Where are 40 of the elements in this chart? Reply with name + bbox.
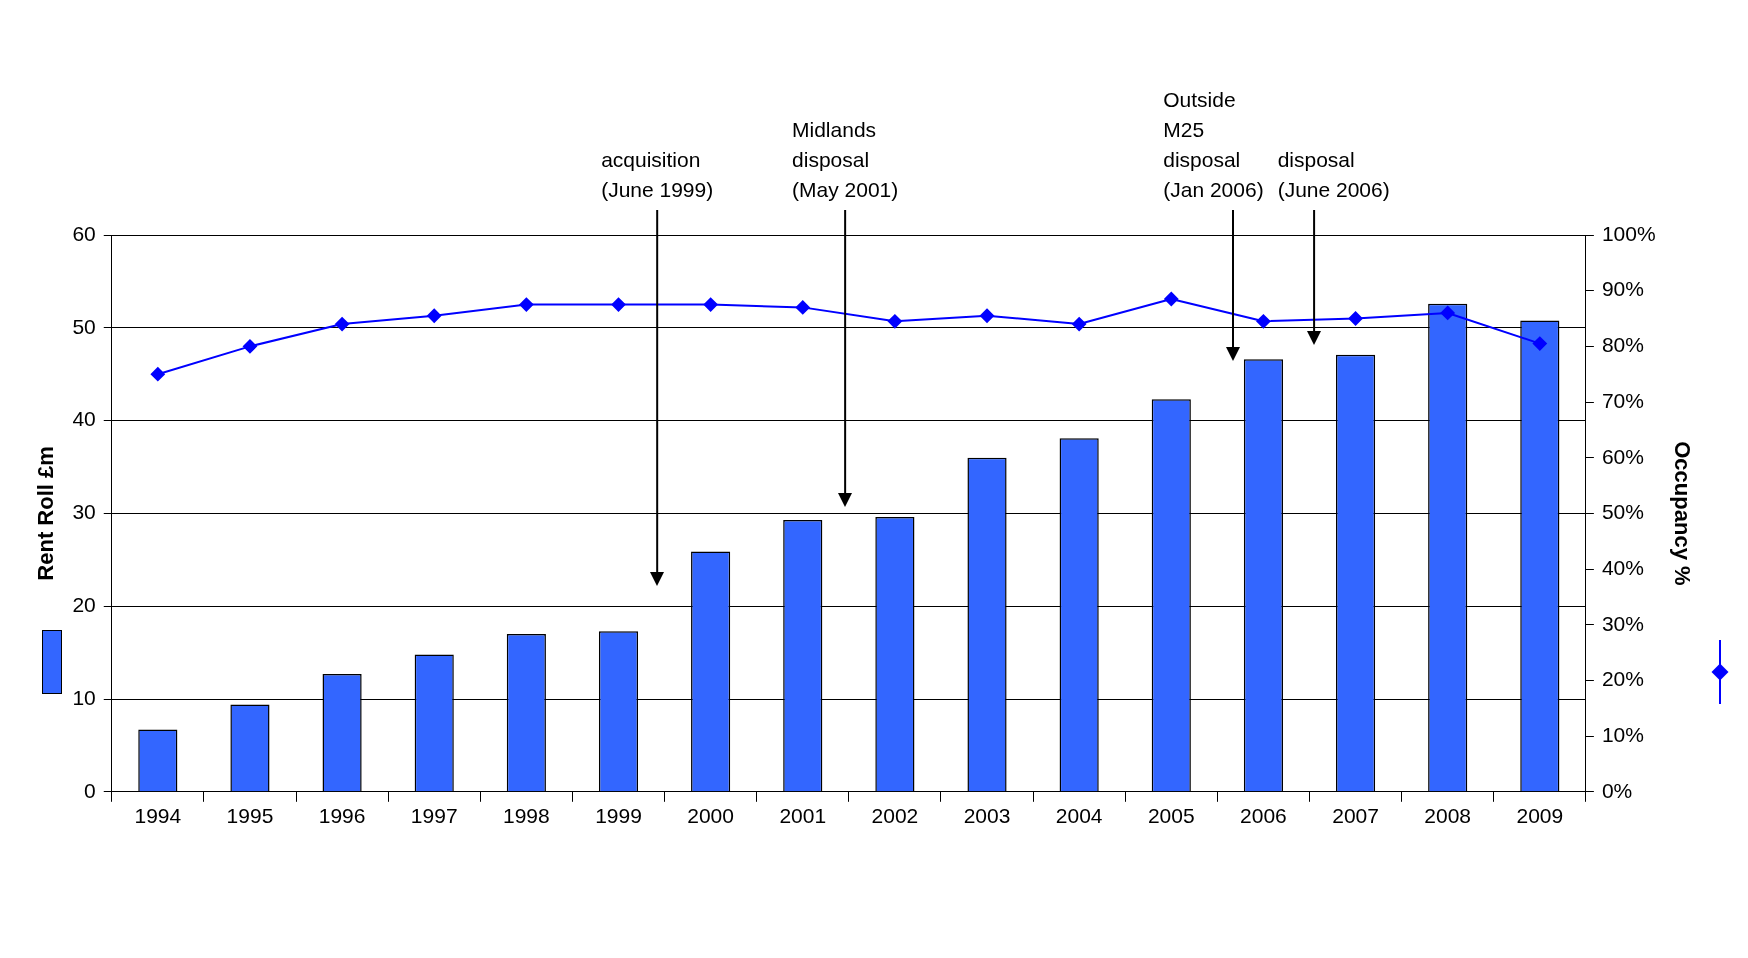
x-tick-label: 2009 — [1516, 804, 1564, 828]
x-tick-label: 1995 — [226, 804, 274, 828]
y2-tick-label: 70% — [1601, 388, 1644, 412]
y2-axis-title: Occupancy % — [1669, 441, 1695, 586]
x-tick-label: 2003 — [963, 804, 1011, 828]
ref-line-label: Midlands disposal (May 2001) — [792, 118, 899, 201]
y2-tick-label: 20% — [1601, 667, 1644, 691]
x-tick-label: 1997 — [410, 804, 458, 828]
y2-tick-label: 30% — [1601, 611, 1644, 635]
x-tick-label: 1999 — [595, 804, 642, 828]
x-tick-label: 2002 — [871, 804, 919, 828]
x-tick-label: 2000 — [687, 804, 734, 828]
y2-tick-label: 10% — [1601, 722, 1644, 746]
y2-tick-label: 60% — [1601, 444, 1644, 468]
y-tick-label: 60 — [72, 221, 96, 245]
x-tick-label: 1998 — [503, 804, 550, 828]
y2-tick-label: 100% — [1601, 221, 1656, 245]
y-tick-label: 0 — [84, 778, 96, 802]
y-tick-label: 50 — [72, 314, 96, 338]
ref-line-label: acquisition (June 1999) — [601, 148, 714, 201]
x-tick-label: 2001 — [779, 804, 827, 828]
y-tick-label: 10 — [72, 685, 96, 709]
y2-tick-label: 40% — [1601, 555, 1644, 579]
x-tick-label: 2007 — [1332, 804, 1379, 828]
x-tick-label: 1994 — [134, 804, 182, 828]
x-tick-label: 2006 — [1240, 804, 1287, 828]
x-tick-label: 2008 — [1424, 804, 1472, 828]
y2-tick-label: 90% — [1601, 277, 1644, 301]
y2-tick-label: 0% — [1601, 778, 1633, 802]
y-tick-label: 30 — [72, 500, 96, 524]
y-axis-title: Rent Roll £m — [33, 446, 59, 581]
y-tick-label: 20 — [72, 593, 96, 616]
x-tick-label: 2004 — [1055, 804, 1103, 828]
ref-line-label: Outside M25 disposal (Jan 2006) — [1163, 88, 1264, 201]
ref-line-label: disposal (June 2006) — [1277, 148, 1390, 201]
x-tick-label: 1996 — [318, 804, 366, 828]
x-tick-label: 2005 — [1147, 804, 1195, 828]
y2-tick-label: 50% — [1601, 500, 1644, 524]
y-tick-label: 40 — [72, 407, 96, 431]
y2-tick-label: 80% — [1601, 333, 1644, 357]
